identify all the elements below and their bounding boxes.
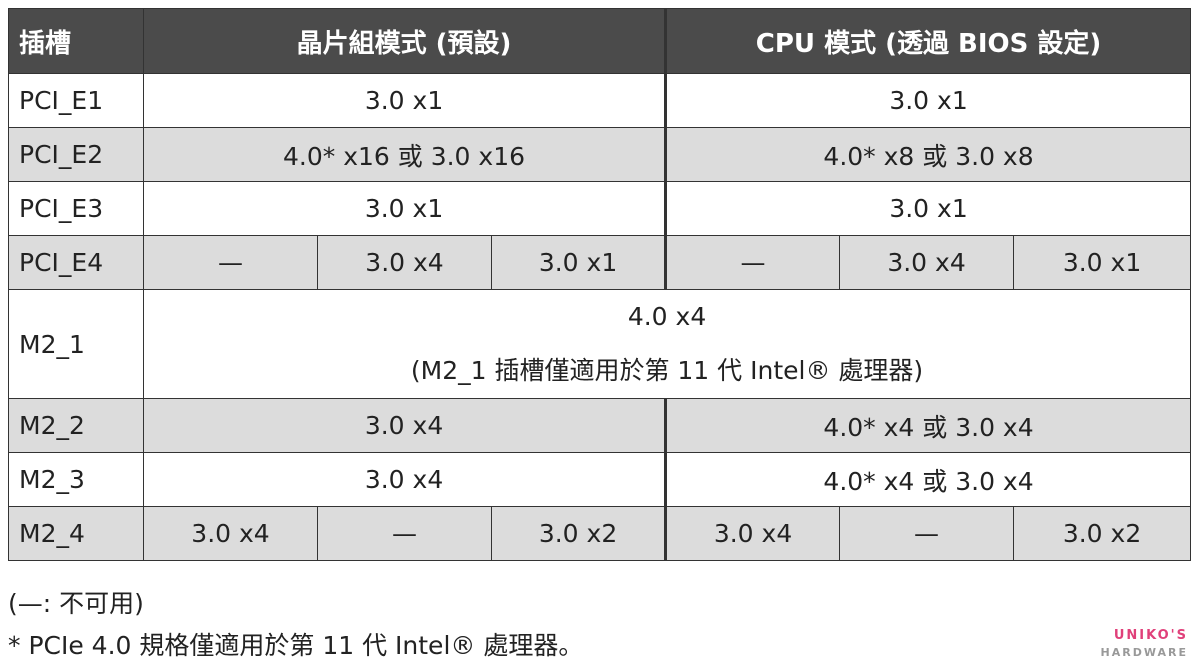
- slot-cell: PCI_E4: [8, 235, 144, 290]
- slot-cell: M2_3: [8, 452, 144, 507]
- slot-cell: M2_1: [8, 289, 144, 399]
- cell: 4.0* x8 或 3.0 x8: [664, 127, 1192, 182]
- cell: 3.0 x1: [1013, 235, 1192, 290]
- cell: 3.0 x1: [664, 181, 1192, 236]
- row: M2_2 3.0 x4 4.0* x4 或 3.0 x4: [8, 398, 1192, 453]
- row: PCI_E1 3.0 x1 3.0 x1: [8, 73, 1192, 128]
- watermark-brand: UNIKO'S: [1113, 628, 1188, 643]
- slot-cell: PCI_E1: [8, 73, 144, 128]
- cell: 4.0* x16 或 3.0 x16: [142, 127, 667, 182]
- cell: 3.0 x1: [490, 235, 667, 290]
- header-cell: CPU 模式 (透過 BIOS 設定): [664, 8, 1192, 74]
- row: PCI_E3 3.0 x1 3.0 x1: [8, 181, 1192, 236]
- cell: —: [839, 506, 1015, 561]
- header-row: 插槽 晶片組模式 (預設) CPU 模式 (透過 BIOS 設定): [8, 8, 1192, 74]
- header-cell: 晶片組模式 (預設): [142, 8, 667, 74]
- row: PCI_E2 4.0* x16 或 3.0 x16 4.0* x8 或 3.0 …: [8, 127, 1192, 182]
- cell: 3.0 x1: [664, 73, 1192, 128]
- cell: —: [143, 235, 318, 290]
- cell: —: [664, 235, 841, 290]
- row: M2_1 4.0 x4 (M2_1 插槽僅適用於第 11 代 Intel® 處理…: [8, 289, 1192, 399]
- cell: 3.0 x4: [317, 235, 492, 290]
- cell: 3.0 x1: [142, 73, 667, 128]
- cell: 4.0 x4 (M2_1 插槽僅適用於第 11 代 Intel® 處理器): [142, 289, 1192, 399]
- cell: 3.0 x2: [1013, 506, 1192, 561]
- cell: 3.0 x4: [142, 452, 667, 507]
- cell: 3.0 x4: [143, 506, 318, 561]
- watermark-sub: HARDWARE: [1100, 646, 1188, 659]
- cell: —: [317, 506, 492, 561]
- footnote: * PCIe 4.0 規格僅適用於第 11 代 Intel® 處理器。: [8, 631, 584, 660]
- slot-cell: PCI_E3: [8, 181, 144, 236]
- slot-cell: PCI_E2: [8, 127, 144, 182]
- slot-cell: M2_4: [8, 506, 144, 561]
- header-cell: 插槽: [8, 8, 144, 74]
- cell: 3.0 x2: [490, 506, 667, 561]
- cell: 3.0 x4: [839, 235, 1015, 290]
- row: M2_4 3.0 x4 — 3.0 x2 3.0 x4 — 3.0 x2: [8, 506, 1192, 561]
- cell: 3.0 x4: [142, 398, 667, 453]
- row: M2_3 3.0 x4 4.0* x4 或 3.0 x4: [8, 452, 1192, 507]
- cell: 3.0 x1: [142, 181, 667, 236]
- row: PCI_E4 — 3.0 x4 3.0 x1 — 3.0 x4 3.0 x1: [8, 235, 1192, 290]
- slot-cell: M2_2: [8, 398, 144, 453]
- cell: 3.0 x4: [664, 506, 841, 561]
- cell-line: 4.0 x4: [627, 302, 707, 331]
- slot-table: 插槽 晶片組模式 (預設) CPU 模式 (透過 BIOS 設定) PCI_E1…: [8, 8, 1192, 561]
- cell: 4.0* x4 或 3.0 x4: [664, 452, 1192, 507]
- cell: 4.0* x4 或 3.0 x4: [664, 398, 1192, 453]
- footnote: (—: 不可用): [8, 589, 144, 618]
- cell-line: (M2_1 插槽僅適用於第 11 代 Intel® 處理器): [410, 356, 924, 385]
